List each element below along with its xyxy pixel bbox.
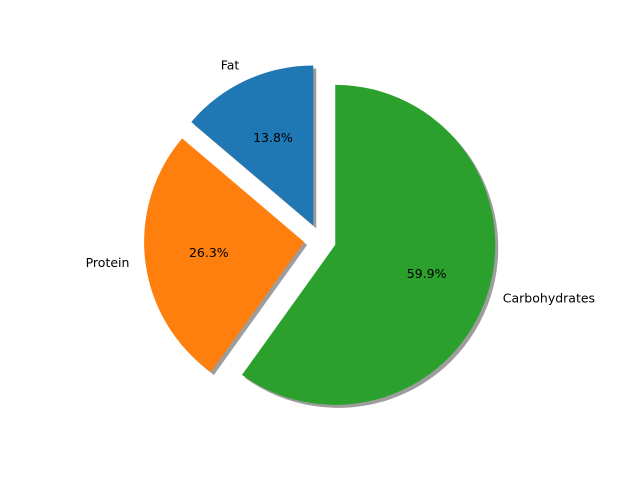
slice-pct-label-fat: 13.8% <box>253 130 293 145</box>
slice-pct-label-carbohydrates: 59.9% <box>407 266 447 281</box>
label-layer: Fat 13.8% Protein 26.3% Carbohydrates 59.9% <box>86 57 595 305</box>
slice-label-protein: Protein <box>86 255 130 270</box>
slice-protein <box>144 138 305 372</box>
slice-pct-label-protein: 26.3% <box>189 245 229 260</box>
slice-label-fat: Fat <box>221 57 240 72</box>
slice-carbohydrates <box>242 84 496 405</box>
slice-label-carbohydrates: Carbohydrates <box>503 290 595 305</box>
slice-layer <box>144 65 496 405</box>
slice-fat <box>191 65 314 226</box>
